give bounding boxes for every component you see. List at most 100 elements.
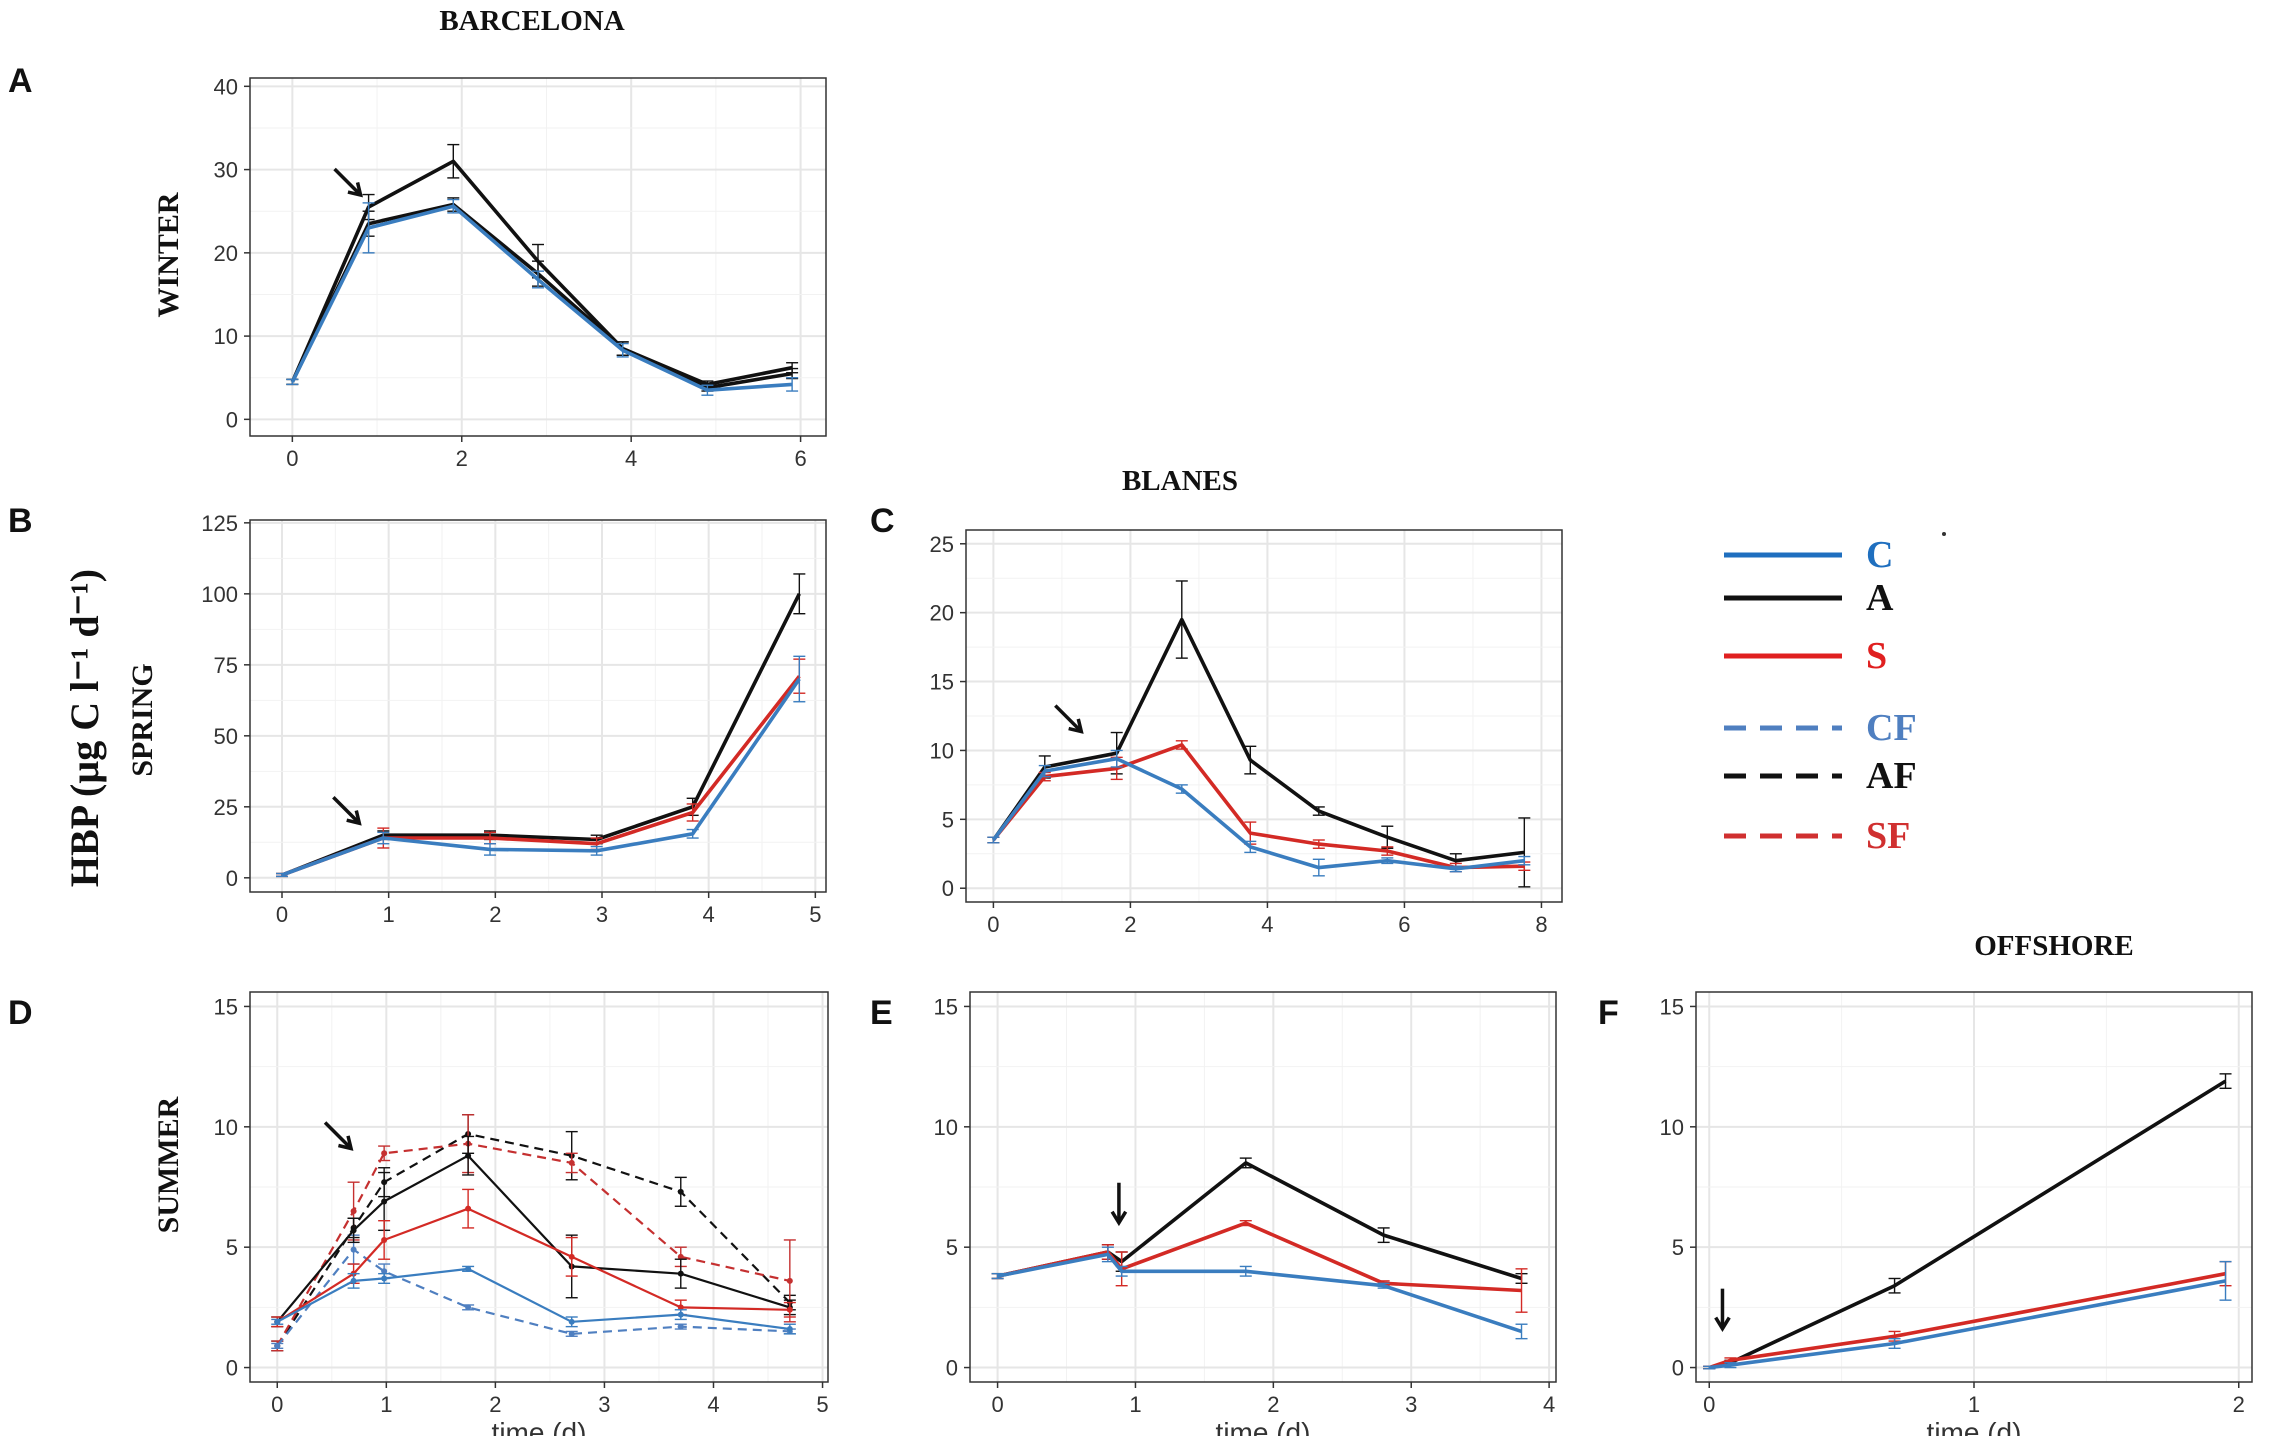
x-tick-label: 4 (707, 1392, 719, 1417)
y-tick-label: 10 (930, 738, 954, 763)
y-tick-label: 75 (214, 653, 238, 678)
series-line-c (1708, 1279, 2226, 1370)
x-tick-label: 0 (276, 902, 288, 927)
legend-label-af: AF (1866, 755, 1917, 797)
x-tick-label: 2 (489, 902, 501, 927)
legend-label-c: C (1866, 534, 1893, 576)
panel-a: A 0 2 4 6 0 10 20 30 40 (8, 62, 827, 471)
series-a (276, 573, 806, 878)
legend-label-sf: SF (1866, 815, 1910, 857)
y-tick-label: 5 (942, 807, 954, 832)
y-tick-label: 0 (942, 876, 954, 901)
y-tick-label: 0 (1672, 1356, 1684, 1381)
header-blanes: BLANES (1122, 465, 1238, 497)
season-winter: WINTER (152, 192, 185, 317)
arrow-annotation (332, 795, 362, 826)
y-tick-label: 20 (214, 241, 238, 266)
panel-letter-e: E (870, 994, 893, 1032)
x-tick-label: 4 (703, 902, 715, 927)
series-c (1703, 1260, 2232, 1370)
arrow-shaft (1054, 704, 1083, 733)
x-tick-label: 6 (794, 446, 806, 471)
y-tick-label: 15 (214, 994, 238, 1019)
series-s (1703, 1260, 2232, 1370)
y-tick-label: 10 (214, 1115, 238, 1140)
x-axis-label: time (d) (492, 1417, 587, 1436)
panel-letter-c: C (870, 502, 895, 540)
y-tick-label: 0 (226, 866, 238, 891)
x-tick-label: 1 (380, 1392, 392, 1417)
y-tick-label: 0 (226, 1356, 238, 1381)
plot-frame (249, 519, 827, 893)
panel-c: C 0 2 4 6 8 0 5 10 15 20 25 (870, 502, 1563, 937)
series-c (271, 1265, 796, 1335)
series-line-s (997, 1221, 1522, 1293)
arrow-shaft (333, 167, 362, 197)
grid (1696, 992, 2252, 1382)
series-s (271, 1188, 796, 1328)
y-tick-label: 5 (946, 1235, 958, 1260)
series-line-s (1708, 1271, 2226, 1370)
x-tick-label: 2 (2233, 1392, 2245, 1417)
y-tick-label: 15 (934, 994, 958, 1019)
grid (250, 992, 828, 1382)
arrow-head (338, 1135, 354, 1151)
series-cf (271, 1234, 796, 1349)
x-tick-label: 0 (1703, 1392, 1715, 1417)
data-point (350, 1208, 357, 1215)
plot-frame (969, 991, 1557, 1383)
arrow-head (346, 810, 362, 826)
arrow-annotation (1110, 1182, 1128, 1227)
y-tick-label: 0 (226, 407, 238, 432)
x-tick-label: 2 (1267, 1392, 1279, 1417)
data-point (568, 1159, 575, 1166)
legend-label-a: A (1866, 577, 1894, 619)
x-tick-label: 0 (991, 1392, 1003, 1417)
plot-frame (249, 77, 827, 437)
panel-e: E 0 1 2 3 4 0 5 10 15 time (d) (870, 991, 1557, 1436)
y-axis-label: HBP (µg C l⁻¹ d⁻¹) (62, 569, 107, 887)
arrow-head (1714, 1316, 1731, 1333)
stray-dot (1942, 532, 1946, 536)
arrow-annotation (323, 1121, 354, 1151)
x-tick-label: 4 (625, 446, 637, 471)
data-point (786, 1277, 793, 1284)
arrow-annotation (1714, 1288, 1731, 1333)
data-point (274, 1342, 281, 1349)
grid (966, 530, 1562, 902)
grid (250, 78, 826, 436)
panel-f: F 0 1 2 0 5 10 15 time (d) (1598, 991, 2253, 1436)
x-tick-label: 2 (1124, 912, 1136, 937)
data-point (568, 1318, 575, 1325)
data-point (381, 1268, 388, 1275)
series-c (276, 655, 806, 878)
header-offshore: OFFSHORE (1974, 930, 2134, 962)
x-tick-label: 0 (987, 912, 999, 937)
data-point (465, 1205, 472, 1212)
y-tick-label: 125 (201, 511, 238, 536)
series-line-a (991, 617, 1525, 863)
arrow-annotation (1054, 704, 1084, 734)
arrow-head (1110, 1210, 1128, 1227)
series-s (987, 740, 1531, 873)
data-point (381, 1275, 388, 1282)
x-tick-label: 0 (286, 446, 298, 471)
y-tick-label: 15 (1660, 994, 1684, 1019)
y-tick-label: 10 (1660, 1115, 1684, 1140)
x-tick-label: 5 (816, 1392, 828, 1417)
series-sf (271, 1114, 796, 1352)
x-axis-label: time (d) (1216, 1417, 1311, 1436)
series-line-c (991, 756, 1525, 871)
x-tick-label: 2 (456, 446, 468, 471)
data-point (381, 1150, 388, 1157)
arrow-shaft (323, 1121, 353, 1150)
y-tick-label: 5 (1672, 1235, 1684, 1260)
y-tick-label: 25 (930, 532, 954, 557)
y-tick-label: 25 (214, 795, 238, 820)
plot-frame (965, 529, 1563, 903)
series-line-c (290, 204, 793, 393)
series-line-a (281, 592, 801, 877)
